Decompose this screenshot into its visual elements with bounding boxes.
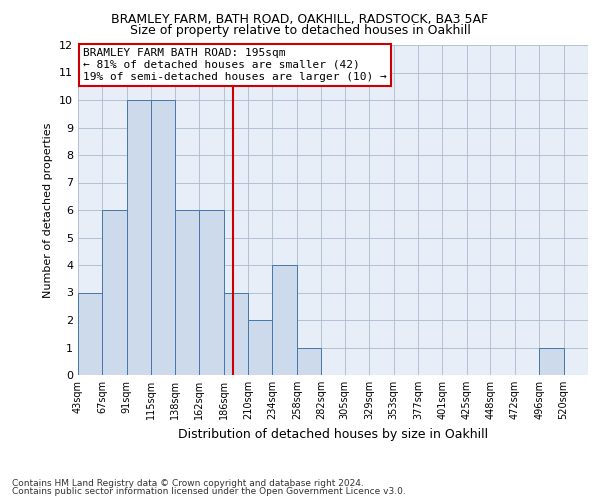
Bar: [272, 265, 297, 375]
Bar: [297, 348, 321, 375]
Bar: [127, 100, 151, 375]
Bar: [199, 210, 224, 375]
Bar: [78, 292, 103, 375]
Y-axis label: Number of detached properties: Number of detached properties: [43, 122, 53, 298]
Bar: [224, 292, 248, 375]
Bar: [103, 210, 127, 375]
Text: BRAMLEY FARM, BATH ROAD, OAKHILL, RADSTOCK, BA3 5AF: BRAMLEY FARM, BATH ROAD, OAKHILL, RADSTO…: [112, 12, 488, 26]
Text: Size of property relative to detached houses in Oakhill: Size of property relative to detached ho…: [130, 24, 470, 37]
Bar: [539, 348, 563, 375]
Text: Contains HM Land Registry data © Crown copyright and database right 2024.: Contains HM Land Registry data © Crown c…: [12, 478, 364, 488]
Bar: [175, 210, 199, 375]
Bar: [151, 100, 175, 375]
X-axis label: Distribution of detached houses by size in Oakhill: Distribution of detached houses by size …: [178, 428, 488, 440]
Text: Contains public sector information licensed under the Open Government Licence v3: Contains public sector information licen…: [12, 487, 406, 496]
Text: BRAMLEY FARM BATH ROAD: 195sqm
← 81% of detached houses are smaller (42)
19% of : BRAMLEY FARM BATH ROAD: 195sqm ← 81% of …: [83, 48, 387, 82]
Bar: [248, 320, 272, 375]
